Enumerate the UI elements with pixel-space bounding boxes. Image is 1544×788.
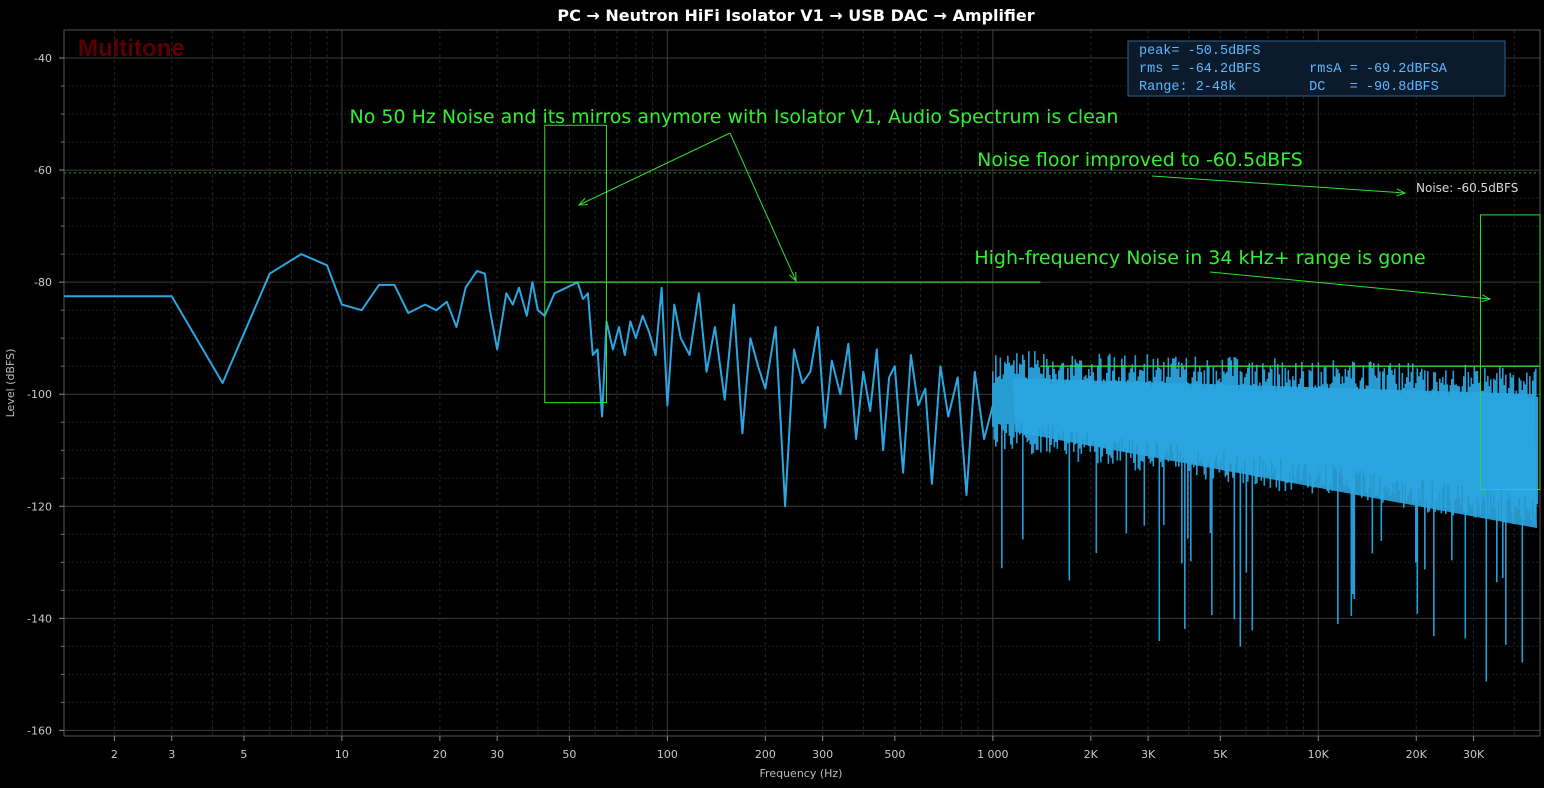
y-tick-label: -140 <box>27 612 52 625</box>
x-axis-ticks: 2 3 5 10 20 30 50 100 200 300 500 1 000 2K 3K 5K 10K 20K… <box>111 736 1485 761</box>
annotation-arrow <box>729 132 797 282</box>
x-tick-label: 300 <box>812 748 833 761</box>
x-tick-label: 3 <box>168 748 175 761</box>
highlight-box <box>544 124 607 404</box>
spectrum-series <box>64 253 994 508</box>
stats-box-frame <box>1127 40 1506 97</box>
annotation-high-frequency: High-frequency Noise in 34 kHz+ range is… <box>974 247 1425 269</box>
annotation-arrow <box>1151 175 1406 194</box>
y-tick-label: -60 <box>34 164 52 177</box>
annotation-arrowhead <box>789 271 797 283</box>
x-tick-label: 3K <box>1141 748 1156 761</box>
x-tick-label: 20K <box>1406 748 1428 761</box>
x-tick-label: 50 <box>562 748 576 761</box>
y-tick-label: -120 <box>27 500 52 513</box>
annotation-arrowhead <box>1481 294 1492 303</box>
x-tick-label: 30 <box>490 748 504 761</box>
y-axis-ticks: -40 -60 -80 -100 -120 -140 -160 <box>27 52 64 737</box>
x-tick-label: 2K <box>1084 748 1099 761</box>
annotation-arrowhead <box>1396 188 1407 197</box>
annotation-arrowhead <box>577 197 589 206</box>
y-tick-label: -40 <box>34 52 52 65</box>
x-tick-label: 2 <box>111 748 118 761</box>
y-tick-label: -80 <box>34 276 52 289</box>
x-axis-label: Frequency (Hz) <box>760 767 843 780</box>
noise-band-core <box>1012 378 1537 529</box>
annotation-noise-floor: Noise floor improved to -60.5dBFS <box>977 149 1303 171</box>
y-axis-label: Level (dBFS) <box>4 349 17 418</box>
x-tick-label: 5 <box>240 748 247 761</box>
stats-line-peak: peak= -50.5dBFS <box>1139 44 1261 59</box>
x-tick-label: 10K <box>1308 748 1330 761</box>
x-tick-label: 5K <box>1213 748 1228 761</box>
x-tick-label: 100 <box>657 748 678 761</box>
annotation-no-50hz: No 50 Hz Noise and its mirros anymore wi… <box>350 106 1119 128</box>
noise-floor-label: Noise: -60.5dBFS <box>1416 181 1518 195</box>
stats-line-rms: rms = -64.2dBFS rmsA = -69.2dBFSA <box>1139 62 1448 77</box>
x-tick-label: 30K <box>1463 748 1485 761</box>
y-tick-label: -100 <box>27 388 52 401</box>
x-tick-label: 1 000 <box>977 748 1009 761</box>
x-tick-label: 10 <box>335 748 349 761</box>
annotation-arrow <box>578 132 731 206</box>
watermark: Multitone <box>78 35 185 62</box>
annotation-arrow <box>1209 271 1491 300</box>
overlays <box>544 124 1541 490</box>
stats-line-range: Range: 2-48k DC = -90.8dBFS <box>1139 80 1439 95</box>
chart-title: PC → Neutron HiFi Isolator V1 → USB DAC … <box>557 6 1034 25</box>
series-layer <box>64 253 1539 682</box>
highlight-box <box>1479 214 1541 490</box>
x-tick-label: 500 <box>884 748 905 761</box>
y-tick-label: -160 <box>27 724 52 737</box>
stats-box: peak= -50.5dBFS rms = -64.2dBFS rmsA = -… <box>1127 40 1506 97</box>
x-tick-label: 200 <box>755 748 776 761</box>
x-tick-label: 20 <box>433 748 447 761</box>
